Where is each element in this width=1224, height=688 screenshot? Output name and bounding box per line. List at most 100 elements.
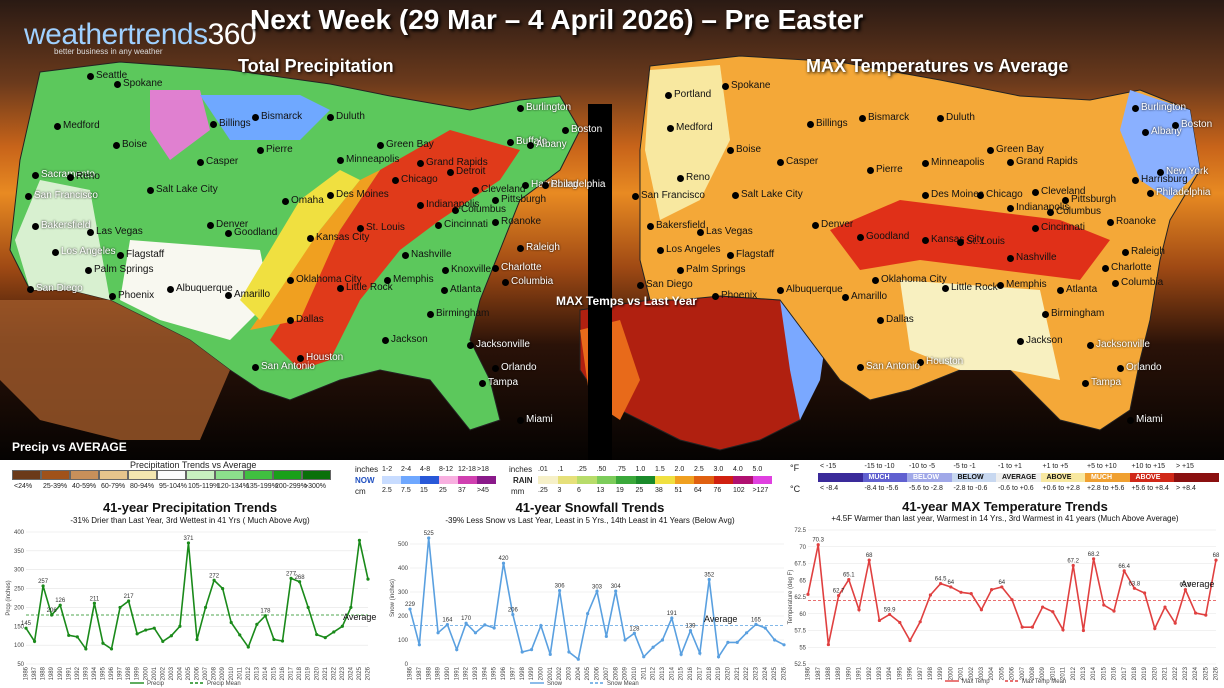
precip-trend-label: 120-134% — [217, 483, 249, 490]
temp-city-marker — [1032, 189, 1039, 196]
rain-legend-inch: .01 — [538, 466, 548, 473]
chart-xtick: 2007 — [604, 666, 610, 680]
temp-city-label: Bismarck — [868, 112, 910, 123]
chart-xtick: 2025 — [772, 666, 778, 680]
temp-city-marker — [1007, 159, 1014, 166]
precip-city-label: Dallas — [296, 314, 324, 325]
snow-legend-cm-value: 7.5 — [401, 487, 411, 494]
chart-data-label: 303 — [592, 584, 603, 590]
rain-legend-swatch — [635, 476, 655, 484]
chart-point — [84, 647, 88, 651]
chart-ytick: 200 — [14, 605, 25, 611]
chart-xtick: 2005 — [999, 666, 1005, 680]
temp-city-label: Cincinnati — [1041, 222, 1085, 233]
temp-city-label: Columbia — [1121, 277, 1164, 288]
chart-point — [280, 639, 285, 643]
temp-city-label: Las Vegas — [706, 226, 753, 237]
temp-city-label: Cleveland — [1041, 186, 1086, 197]
chart-xtick: 2009 — [220, 666, 226, 680]
precip-city-marker — [282, 198, 289, 205]
snow-legend-cm-value: 15 — [420, 487, 428, 494]
chart-point — [1071, 563, 1075, 568]
precip-map-yellow-band — [240, 170, 360, 320]
chart-xtick: 2008 — [1030, 666, 1036, 680]
temp-city-marker — [1007, 205, 1014, 212]
temp-city-marker — [872, 277, 879, 284]
chart-point — [1041, 605, 1045, 609]
chart-point — [1132, 586, 1136, 590]
precip-city-label: San Francisco — [34, 190, 98, 201]
chart-xtick: 1989 — [436, 666, 442, 680]
temp-city-marker — [1147, 190, 1154, 197]
precip-city-label: Columbus — [461, 204, 507, 215]
chart-ytick: 0 — [405, 662, 409, 668]
precip-city-marker — [113, 142, 120, 149]
rain-legend-mm-value: 25 — [635, 487, 644, 494]
chart-data-label: 211 — [90, 596, 100, 602]
precip-avg-label: Precip vs AVERAGE — [12, 440, 127, 454]
rain-legend-inch: 2.5 — [694, 466, 704, 473]
precip-trend-swatch — [41, 470, 70, 480]
chart-point — [773, 638, 777, 642]
snow-legend-swatch — [458, 476, 477, 484]
rain-legend-mm-value: 3 — [557, 487, 562, 494]
precip-city-label: Salt Lake City — [156, 184, 218, 195]
chart-xtick: 2018 — [1132, 666, 1138, 680]
temp-city-label: Nashville — [1016, 252, 1057, 263]
chart-point — [24, 626, 28, 630]
chart-xtick: 2008 — [212, 666, 218, 680]
temp-city-marker — [1017, 338, 1024, 345]
chart-point — [949, 585, 953, 589]
chart-point — [651, 645, 655, 649]
temp-city-marker — [1032, 225, 1039, 232]
temp-city-marker — [677, 267, 684, 274]
precip-trend-swatch — [244, 470, 273, 480]
precip-city-label: Birmingham — [436, 308, 490, 319]
chart-xtick: 1999 — [938, 666, 944, 680]
chart-point — [939, 582, 943, 586]
chart-point — [1030, 625, 1034, 629]
precip-trend-label: 135-199% — [246, 483, 278, 490]
chart-xtick: 1994 — [482, 666, 488, 680]
temp-legend-c: -8.4 to -5.6 — [864, 485, 899, 492]
chart-xtick: 2002 — [969, 666, 975, 680]
precip-trend-swatch — [273, 470, 302, 480]
precip-city-marker — [435, 222, 442, 229]
chart-xtick: 2001 — [548, 666, 554, 680]
chart-ytick: 400 — [14, 530, 25, 536]
temp-city-marker — [1042, 311, 1049, 318]
chart-data-label: 371 — [183, 536, 194, 542]
chart-title: 41-year Precipitation Trends — [102, 500, 278, 515]
chart-legend-label: Max Temp — [962, 679, 990, 685]
chart-xtick: 2001 — [152, 666, 158, 680]
rain-legend-header: inches — [509, 465, 533, 474]
chart-point — [660, 638, 665, 642]
chart-xtick: 2021 — [323, 666, 329, 680]
chart-ytick: 67.5 — [794, 562, 806, 568]
precip-map-mexico — [0, 300, 230, 440]
chart-point — [918, 620, 922, 624]
temp-city-marker — [877, 317, 884, 324]
chart-point — [520, 650, 524, 654]
chart-point — [990, 588, 994, 592]
chart-xtick: 1986 — [806, 666, 812, 680]
temp-city-label: Oklahoma City — [881, 274, 947, 285]
chart-xtick: 2023 — [340, 666, 346, 680]
chart-point — [857, 608, 861, 612]
temp-city-label: Green Bay — [996, 144, 1044, 155]
temp-city-label: New York — [1166, 166, 1209, 177]
precip-city-label: Little Rock — [346, 282, 393, 293]
precip-city-label: St. Louis — [366, 222, 405, 233]
temp-city-marker — [1087, 342, 1094, 349]
chart-point — [203, 605, 208, 610]
temp-city-marker — [1122, 249, 1129, 256]
precip-trend-legend-title: Precipitation Trends vs Average — [130, 460, 257, 470]
temp-city-marker — [1082, 380, 1089, 387]
precip-city-label: Phoenix — [118, 290, 155, 301]
temp-city-label: Grand Rapids — [1016, 156, 1078, 167]
chart-point — [1051, 610, 1055, 614]
precip-city-label: Indianapolis — [426, 199, 480, 210]
chart-legend: Snow Snow Mean — [530, 681, 639, 687]
chart-point — [41, 584, 45, 588]
precip-city-label: Atlanta — [450, 284, 482, 295]
